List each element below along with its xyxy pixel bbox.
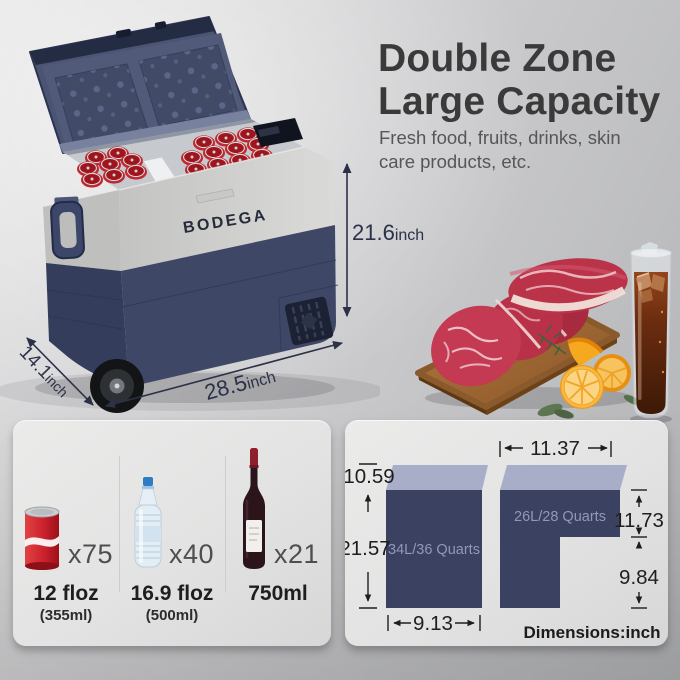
cola-can-icon (24, 506, 60, 570)
steaks-on-cutting-board (431, 258, 628, 387)
lifestyle-photo (415, 242, 672, 424)
fridge-open-lid (29, 16, 251, 154)
water-bottle-icon (134, 477, 162, 568)
orange-slices (560, 337, 631, 409)
wine-size: 750ml (248, 582, 308, 605)
cola-volume: (355ml) (39, 607, 93, 624)
cola-count: x75 (67, 539, 114, 569)
cola-size: 12 floz (33, 582, 99, 605)
hinge-knob (115, 28, 132, 38)
subtitle-line-2: care products, etc. (379, 151, 532, 173)
wine-bottle-icon (242, 448, 265, 569)
left-zone-block: 34L/36 Quarts (386, 465, 488, 608)
iced-drink-glass (630, 242, 672, 424)
dimensions-unit-note: Dimensions:inch (524, 623, 661, 642)
water-size: 16.9 floz (130, 582, 214, 605)
height-dimension-label: 21.6inch (352, 220, 424, 246)
carry-handle (50, 196, 85, 260)
height-unit: inch (394, 227, 425, 244)
panel-divider (225, 456, 226, 592)
left-width-value: 9.13 (413, 612, 453, 635)
left-height-value: 21.57 (345, 537, 391, 560)
lid-hinge-edge (30, 17, 215, 65)
capacity-item-water: x40 16.9 floz (500ml) (119, 444, 225, 646)
headline-subtitle: Fresh food, fruits, drinks, skin care pr… (379, 126, 621, 175)
headline: Double Zone Large Capacity (378, 37, 661, 124)
panel-divider (119, 456, 120, 592)
lid-rim (59, 110, 251, 153)
latch-recess (195, 188, 235, 204)
capacity-item-wine: x21 750ml (225, 444, 331, 646)
water-volume: (500ml) (145, 607, 199, 624)
right-width-value: 11.37 (530, 437, 580, 460)
headline-line-2: Large Capacity (378, 79, 661, 123)
height-value: 21.6 (352, 220, 395, 245)
fridge-product-photo: BODEGA (0, 16, 380, 413)
dimensions-panel: 34L/36 Quarts 26L/28 Quarts 10.59 21.57 … (345, 420, 668, 646)
wine-count: x21 (273, 539, 320, 569)
capacity-item-cola: x75 12 floz (355ml) (13, 444, 119, 646)
right-zone-block: 26L/28 Quarts (500, 465, 627, 608)
right-lower-height-value: 9.84 (619, 566, 659, 589)
right-zone-label: 26L/28 Quarts (514, 509, 606, 525)
right-upper-height-value: 11.73 (614, 509, 664, 532)
hinge-knob (154, 21, 167, 30)
lid-depth-value: 10.59 (345, 465, 395, 488)
headline-line-1: Double Zone (378, 37, 617, 80)
vent-grille-icon (284, 296, 334, 346)
left-zone-label: 34L/36 Quarts (388, 542, 480, 558)
subtitle-line-1: Fresh food, fruits, drinks, skin (379, 127, 621, 148)
water-count: x40 (168, 539, 215, 569)
zone-dimensions-diagram: 34L/36 Quarts 26L/28 Quarts 10.59 21.57 … (345, 437, 664, 642)
capacity-panel: x75 12 floz (355ml) x40 (13, 420, 331, 646)
wheel-icon (90, 359, 144, 413)
rosemary-sprig (537, 324, 567, 356)
